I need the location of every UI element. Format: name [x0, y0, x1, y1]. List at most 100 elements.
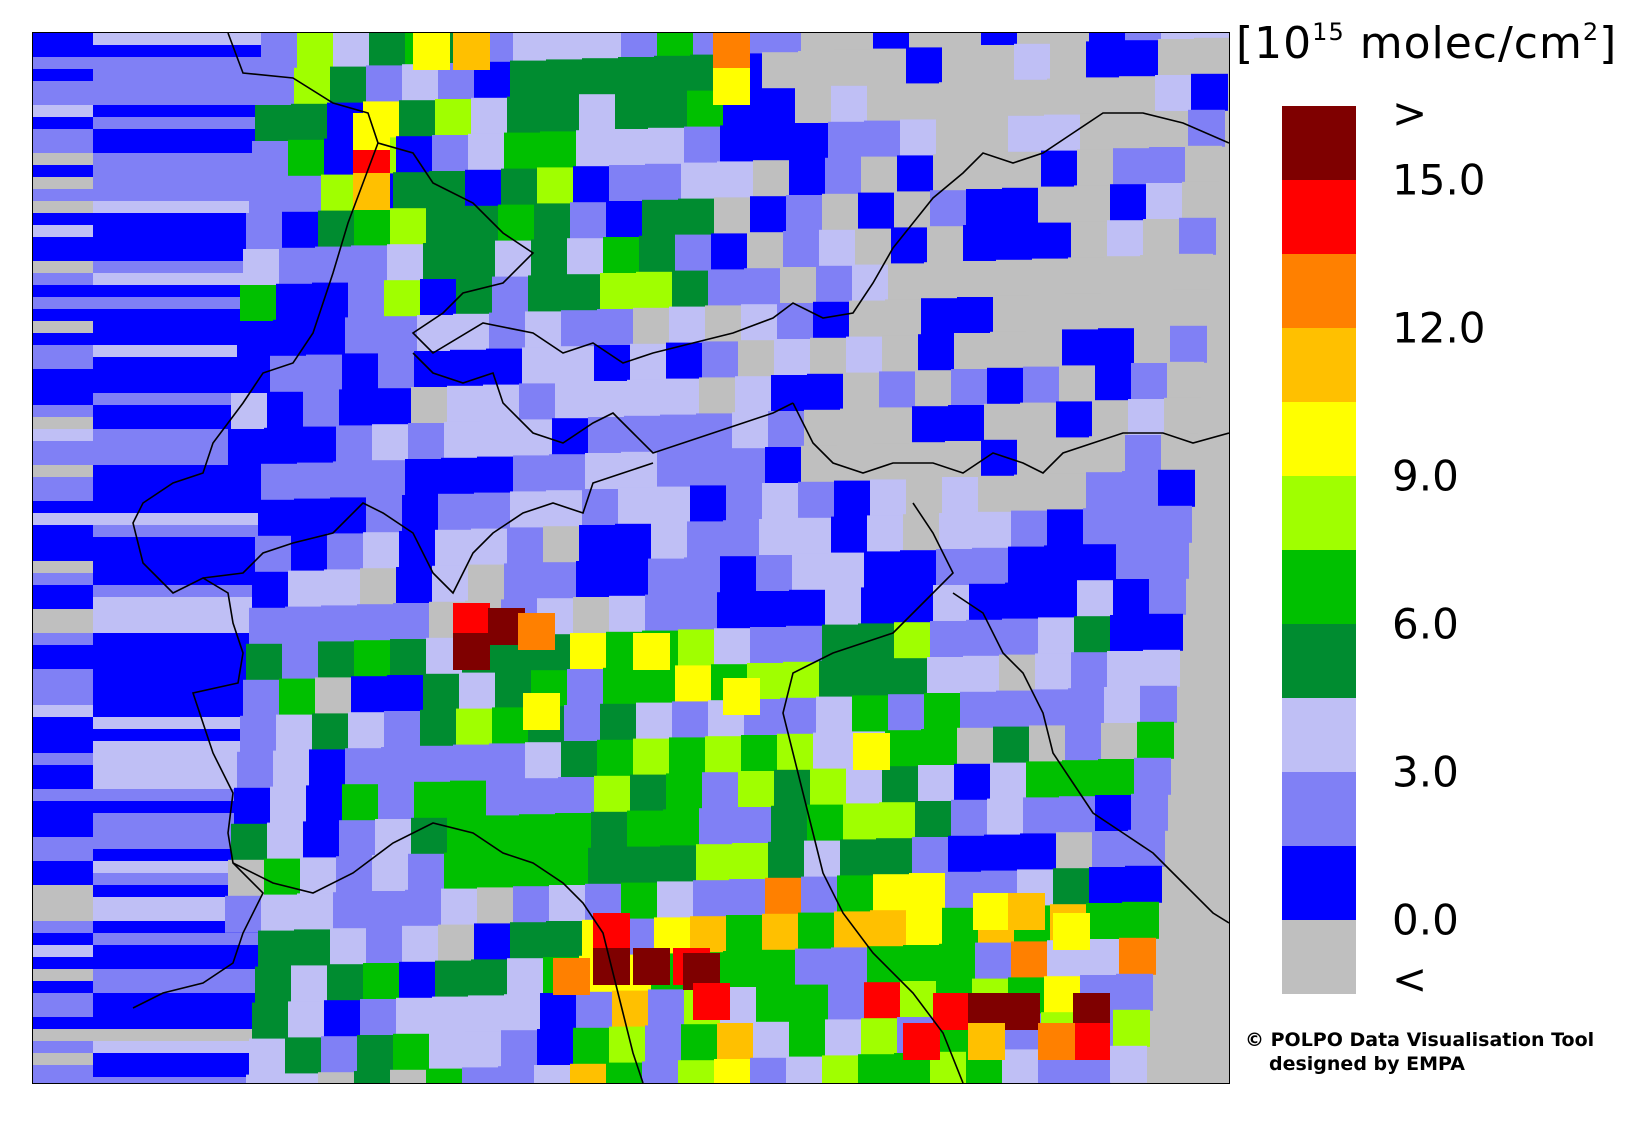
- map-pixel: [996, 259, 1033, 297]
- map-pixel: [33, 381, 93, 393]
- map-pixel: [753, 1021, 790, 1059]
- map-pixel: [906, 478, 943, 516]
- map-pixel: [33, 261, 93, 273]
- map-pixel: [408, 423, 445, 460]
- map-pixel: [486, 348, 523, 386]
- map-pixel: [1056, 401, 1093, 439]
- map-pixel: [402, 64, 439, 102]
- map-pixel: [870, 910, 907, 948]
- map-pixel: [804, 409, 841, 447]
- map-pixel: [33, 561, 93, 573]
- map-pixel: [93, 597, 261, 609]
- map-pixel: [408, 853, 445, 891]
- map-pixel: [909, 33, 946, 49]
- map-pixel: [33, 993, 93, 1005]
- map-pixel: [93, 333, 261, 345]
- map-pixel: [549, 885, 586, 922]
- map-pixel: [33, 549, 93, 561]
- map-pixel: [582, 489, 619, 526]
- map-pixel: [1194, 37, 1229, 75]
- map-pixel: [918, 765, 955, 802]
- map-pixel: [426, 207, 463, 244]
- map-pixel: [336, 425, 373, 463]
- map-pixel: [93, 933, 261, 945]
- map-pixel: [909, 873, 946, 910]
- map-pixel: [717, 161, 754, 199]
- map-pixel: [411, 387, 448, 424]
- map-pixel: [588, 847, 625, 885]
- colorbar-segment: [1282, 106, 1356, 180]
- map-pixel: [969, 583, 1006, 621]
- map-pixel: [777, 303, 814, 340]
- map-pixel: [249, 1038, 286, 1076]
- map-pixel: [522, 778, 559, 816]
- map-pixel: [510, 60, 547, 98]
- map-pixel: [459, 672, 496, 710]
- map-pixel: [396, 997, 433, 1035]
- map-pixel: [609, 165, 646, 202]
- map-pixel: [93, 885, 261, 897]
- map-pixel: [1074, 185, 1111, 223]
- map-pixel: [540, 131, 577, 169]
- map-pixel: [798, 481, 835, 519]
- credit-line-1: © POLPO Data Visualisation Tool: [1245, 1029, 1595, 1051]
- map-pixel: [93, 681, 261, 693]
- map-pixel: [723, 520, 760, 558]
- map-pixel: [672, 270, 709, 308]
- map-pixel: [465, 169, 502, 207]
- map-pixel: [453, 744, 490, 782]
- map-pixel: [93, 33, 261, 45]
- map-pixel: [279, 247, 316, 285]
- map-pixel: [825, 588, 862, 626]
- map-pixel: [33, 801, 93, 813]
- map-pixel: [519, 383, 556, 421]
- colorbar-segment: [1282, 180, 1356, 254]
- map-pixel: [93, 837, 261, 849]
- map-pixel: [353, 113, 390, 150]
- map-pixel: [93, 861, 261, 873]
- map-pixel: [417, 315, 454, 352]
- map-pixel: [792, 123, 829, 160]
- map-pixel: [93, 45, 261, 57]
- map-pixel: [93, 393, 261, 405]
- map-pixel: [1161, 433, 1198, 471]
- map-pixel: [306, 354, 343, 392]
- map-pixel: [33, 141, 93, 153]
- map-pixel: [321, 1036, 358, 1074]
- map-pixel: [402, 925, 439, 963]
- map-pixel: [267, 391, 304, 429]
- map-pixel: [963, 225, 1000, 262]
- map-pixel: [951, 369, 988, 406]
- map-pixel: [1086, 903, 1123, 940]
- map-pixel: [318, 1072, 355, 1083]
- map-pixel: [1110, 1045, 1147, 1083]
- map-pixel: [753, 591, 790, 628]
- map-pixel: [513, 455, 550, 493]
- map-pixel: [1065, 724, 1102, 762]
- map-pixel: [1014, 474, 1051, 512]
- map-pixel: [636, 271, 673, 309]
- map-pixel: [249, 177, 286, 214]
- map-pixel: [369, 460, 406, 498]
- map-pixel: [853, 733, 890, 770]
- map-pixel: [615, 93, 652, 130]
- map-pixel: [93, 789, 261, 801]
- map-pixel: [1035, 653, 1072, 691]
- map-pixel: [801, 445, 838, 483]
- map-pixel: [528, 275, 565, 313]
- map-pixel: [660, 414, 697, 452]
- map-pixel: [939, 513, 976, 550]
- map-pixel: [534, 1065, 571, 1083]
- map-pixel: [876, 838, 913, 876]
- map-pixel: [1185, 145, 1222, 183]
- map-pixel: [789, 589, 826, 627]
- map-pixel: [93, 1005, 261, 1017]
- map-pixel: [738, 340, 775, 378]
- map-pixel: [393, 1033, 430, 1071]
- map-pixel: [1125, 33, 1162, 42]
- map-pixel: [903, 1023, 940, 1060]
- map-pixel: [93, 381, 261, 393]
- map-pixel: [810, 337, 847, 375]
- map-pixel: [93, 849, 261, 861]
- map-pixel: [549, 33, 586, 61]
